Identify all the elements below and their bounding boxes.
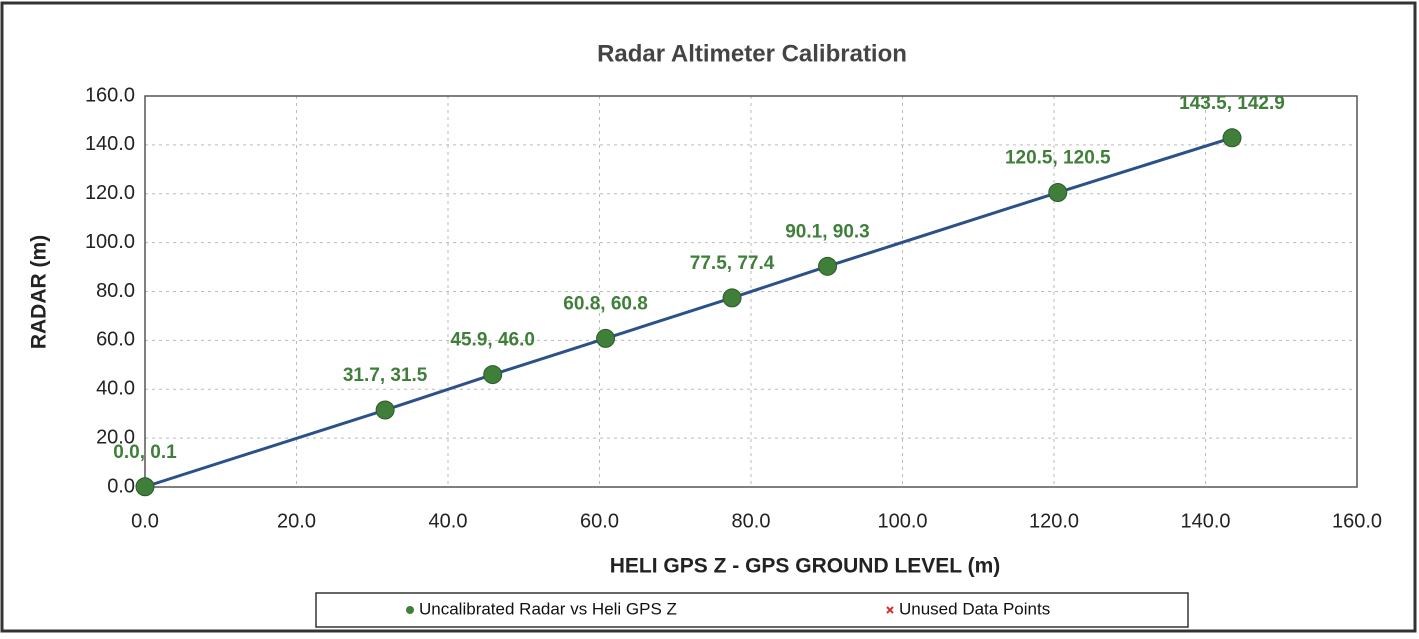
y-tick-label: 100.0 <box>85 231 135 253</box>
data-label: 45.9, 46.0 <box>450 330 535 351</box>
y-tick-label: 60.0 <box>96 329 135 351</box>
x-tick-label: 160.0 <box>1332 510 1382 532</box>
data-point <box>1222 128 1242 148</box>
data-label: 77.5, 77.4 <box>690 253 775 274</box>
data-label: 90.1, 90.3 <box>785 221 870 242</box>
x-tick-label: 80.0 <box>732 510 771 532</box>
data-point <box>1048 183 1068 203</box>
data-label: 143.5, 142.9 <box>1179 93 1285 114</box>
y-tick-label: 20.0 <box>96 426 135 448</box>
legend-label: Uncalibrated Radar vs Heli GPS Z <box>419 599 677 618</box>
data-point <box>722 288 742 308</box>
y-tick-label: 0.0 <box>107 475 135 497</box>
x-tick-label: 40.0 <box>429 510 468 532</box>
y-axis-label: RADAR (m) <box>28 235 51 349</box>
x-tick-label: 20.0 <box>277 510 316 532</box>
data-label: 120.5, 120.5 <box>1005 148 1111 169</box>
data-label: 31.7, 31.5 <box>343 365 428 386</box>
x-tick-label: 60.0 <box>580 510 619 532</box>
data-point <box>135 477 155 497</box>
data-label: 0.0, 0.1 <box>113 442 177 463</box>
plot-frame <box>144 95 1358 488</box>
data-point <box>596 328 616 348</box>
x-tick-label: 0.0 <box>131 510 159 532</box>
data-point <box>483 365 503 385</box>
y-tick-label: 40.0 <box>96 378 135 400</box>
legend-marker <box>406 606 414 614</box>
data-label: 60.8, 60.8 <box>563 293 648 314</box>
y-tick-label: 140.0 <box>85 133 135 155</box>
y-tick-label: 120.0 <box>85 182 135 204</box>
x-tick-label: 140.0 <box>1180 510 1230 532</box>
x-axis-label: HELI GPS Z - GPS GROUND LEVEL (m) <box>610 555 1000 578</box>
data-point <box>818 256 838 276</box>
legend-box <box>315 592 1189 628</box>
legend-marker <box>886 606 894 614</box>
x-tick-label: 120.0 <box>1029 510 1079 532</box>
data-point <box>375 400 395 420</box>
chart-title: Radar Altimeter Calibration <box>597 40 907 67</box>
y-tick-label: 80.0 <box>96 280 135 302</box>
legend-label: Unused Data Points <box>899 599 1050 618</box>
y-tick-label: 160.0 <box>85 84 135 106</box>
fit-line <box>144 136 1233 489</box>
x-tick-label: 100.0 <box>877 510 927 532</box>
